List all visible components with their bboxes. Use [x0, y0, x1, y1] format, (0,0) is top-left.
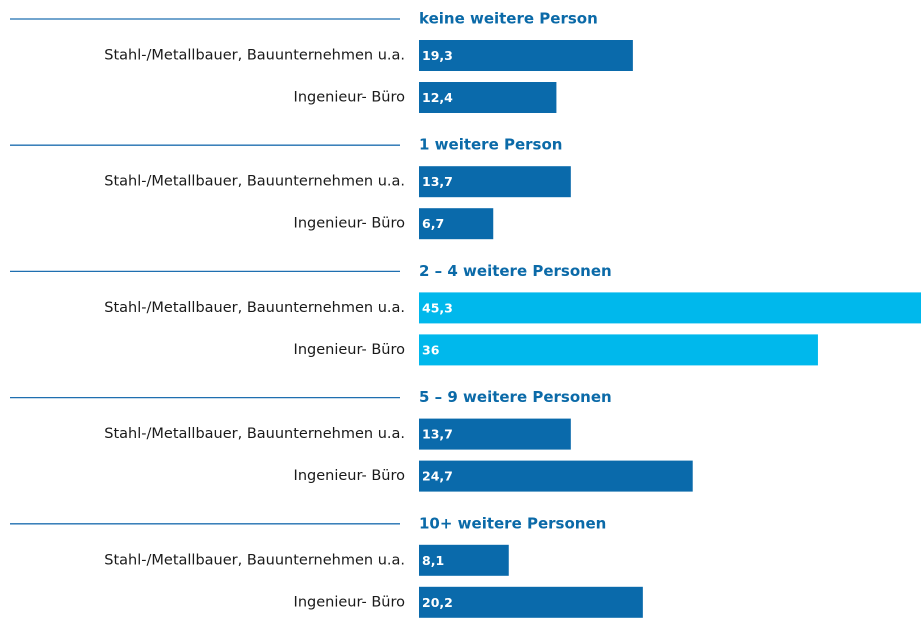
value-label: 19,3	[422, 48, 453, 63]
bar	[419, 418, 571, 450]
value-label: 24,7	[422, 469, 453, 484]
category-label: Stahl-/Metallbauer, Bauunternehmen u.a.	[104, 48, 405, 64]
group-title: 1 weitere Person	[419, 136, 562, 154]
value-label: 13,7	[422, 427, 453, 442]
value-label: 45,3	[422, 300, 453, 315]
category-label: Ingenieur- Büro	[294, 216, 406, 232]
value-label: 20,2	[422, 595, 453, 610]
bar	[419, 544, 509, 576]
bar	[419, 460, 693, 492]
group-title: 10+ weitere Personen	[419, 514, 606, 532]
category-label: Stahl-/Metallbauer, Bauunternehmen u.a.	[104, 426, 405, 442]
category-label: Ingenieur- Büro	[294, 342, 406, 358]
value-label: 8,1	[422, 553, 444, 568]
category-label: Stahl-/Metallbauer, Bauunternehmen u.a.	[104, 300, 405, 316]
value-label: 13,7	[422, 174, 453, 189]
bar	[419, 208, 494, 240]
bar	[419, 166, 571, 198]
bar	[419, 40, 633, 71]
category-label: Ingenieur- Büro	[294, 468, 406, 484]
category-label: Stahl-/Metallbauer, Bauunternehmen u.a.	[104, 552, 405, 568]
group-title: 5 – 9 weitere Personen	[419, 388, 612, 406]
bar	[419, 292, 921, 324]
category-label: Ingenieur- Büro	[294, 90, 406, 106]
category-label: Stahl-/Metallbauer, Bauunternehmen u.a.	[104, 174, 405, 190]
value-label: 36	[422, 342, 440, 357]
category-label: Ingenieur- Büro	[294, 594, 406, 610]
group-title: keine weitere Person	[419, 10, 598, 28]
value-label: 12,4	[422, 90, 453, 105]
bar	[419, 82, 557, 113]
group-title: 2 – 4 weitere Personen	[419, 262, 612, 280]
bar	[419, 334, 818, 366]
value-label: 6,7	[422, 216, 444, 231]
bar	[419, 586, 643, 618]
